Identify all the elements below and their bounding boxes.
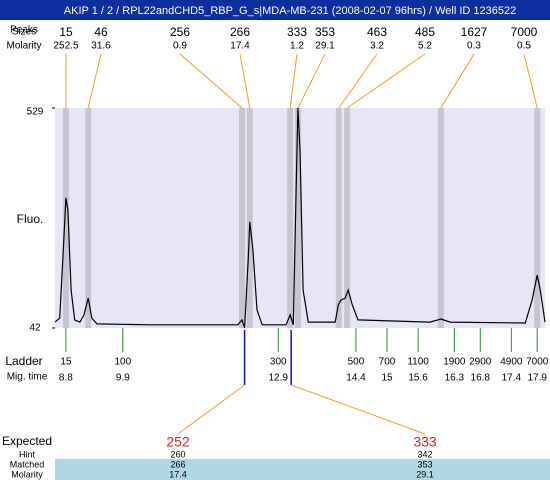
peak-band xyxy=(62,108,69,328)
peak-connector xyxy=(346,53,426,109)
title-bar xyxy=(0,0,550,20)
peak-molarity: 29.1 xyxy=(315,41,335,52)
peak-connector xyxy=(338,53,378,109)
expected-connector xyxy=(177,384,245,435)
peak-molarity: 0.3 xyxy=(467,41,481,52)
matched-band xyxy=(55,459,550,480)
peak-band xyxy=(294,108,301,328)
molarity-value: 29.1 xyxy=(416,469,434,479)
matched-label: Matched xyxy=(10,459,45,469)
peak-molarity: 31.6 xyxy=(91,41,111,52)
hint-label: Hint xyxy=(19,449,36,459)
peak-band xyxy=(238,108,245,328)
peak-molarity: 3.2 xyxy=(370,41,384,52)
peak-connector xyxy=(289,53,298,109)
molarity-value: 17.4 xyxy=(169,469,187,479)
peak-connector xyxy=(297,53,326,109)
expected-value: 252 xyxy=(166,434,190,450)
ladder-size: 100 xyxy=(115,357,132,368)
peak-molarity: 5.2 xyxy=(418,41,432,52)
peak-size: 485 xyxy=(415,25,435,39)
peak-connector xyxy=(239,53,251,109)
peak-band xyxy=(287,108,294,328)
ladder-size: 1100 xyxy=(407,357,429,368)
ladder-time: 16.3 xyxy=(445,373,465,384)
peak-molarity: 0.9 xyxy=(173,41,187,52)
peak-molarity: 1.2 xyxy=(290,41,304,52)
peak-size: 256 xyxy=(170,25,190,39)
ladder-time: 17.4 xyxy=(502,373,522,384)
peak-band xyxy=(437,108,444,328)
peak-connector xyxy=(87,53,102,109)
molarity-label: Molarity xyxy=(11,469,43,479)
ladder-time: 17.9 xyxy=(527,373,547,384)
peak-connector xyxy=(523,53,538,109)
row-label: Peaks xyxy=(10,25,38,36)
peak-molarity: 0.5 xyxy=(517,41,531,52)
peak-band xyxy=(85,108,92,328)
peak-size: 46 xyxy=(94,25,108,39)
ladder-time: 16.8 xyxy=(471,373,491,384)
peak-band xyxy=(344,108,351,328)
peak-band xyxy=(246,108,253,328)
hint-value: 342 xyxy=(417,449,432,459)
ladder-size: 15 xyxy=(60,357,72,368)
peak-size: 266 xyxy=(230,25,250,39)
expected-value: 333 xyxy=(413,434,437,450)
peak-size: 333 xyxy=(287,25,307,39)
ladder-size: 500 xyxy=(348,357,365,368)
peak-size: 1627 xyxy=(461,25,488,39)
peak-size: 7000 xyxy=(511,25,538,39)
row-label: Molarity xyxy=(6,41,41,52)
ladder-time: 14.4 xyxy=(346,373,366,384)
matched-value: 266 xyxy=(170,459,185,469)
peak-size: 353 xyxy=(315,25,335,39)
peak-connector xyxy=(179,53,243,109)
peak-band xyxy=(534,108,541,328)
y-tick-label: 42 xyxy=(29,323,41,334)
ladder-time: 9.9 xyxy=(116,373,130,384)
y-label: Fluo. xyxy=(17,212,44,226)
trace xyxy=(54,107,546,329)
ladder-size: 7000 xyxy=(526,357,549,368)
ladder-time: 15.6 xyxy=(408,373,428,384)
ladder-time: 12.9 xyxy=(269,373,289,384)
matched-value: 353 xyxy=(417,459,432,469)
ladder-size: 300 xyxy=(270,357,287,368)
peak-molarity: 252.5 xyxy=(53,41,78,52)
mig-time-label: Mig. time xyxy=(7,372,48,383)
y-tick-label: 529 xyxy=(27,107,44,118)
peak-molarity: 17.4 xyxy=(230,41,250,52)
ladder-size: 2900 xyxy=(469,357,492,368)
title: AKIP 1 / 2 / RPL22andCHD5_RBP_G_s|MDA-MB… xyxy=(64,5,516,17)
ladder-size: 4900 xyxy=(500,357,523,368)
ladder-size: 1900 xyxy=(443,357,466,368)
peak-band xyxy=(335,108,342,328)
expected-connector xyxy=(291,384,426,435)
peak-size: 15 xyxy=(59,25,73,39)
expected-label: Expected xyxy=(2,434,52,448)
peak-connector xyxy=(440,53,475,109)
ladder-time: 15 xyxy=(381,373,393,384)
peak-size: 463 xyxy=(367,25,387,39)
ladder-time: 8.8 xyxy=(59,373,73,384)
row-label: Sizes xyxy=(12,27,36,38)
ladder-label: Ladder xyxy=(5,354,42,368)
hint-value: 260 xyxy=(170,449,185,459)
ladder-size: 700 xyxy=(379,357,396,368)
